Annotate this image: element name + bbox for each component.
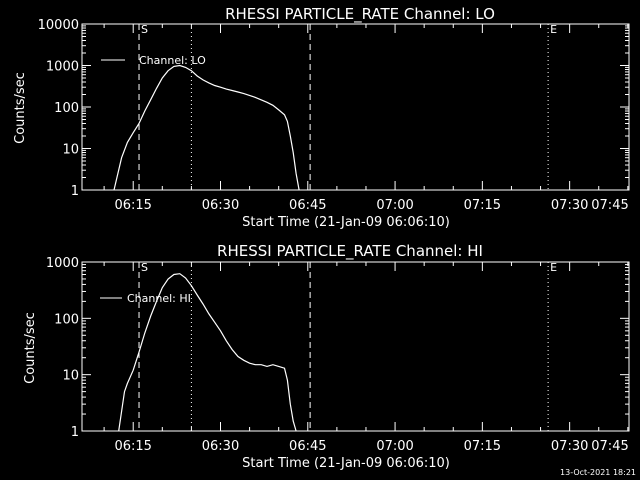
panel-lo-ytick-label: 100 xyxy=(54,101,79,116)
panel-lo: RHESSI PARTICLE_RATE Channel: LO Start T… xyxy=(13,5,630,230)
footer-timestamp: 13-Oct-2021 18:21 xyxy=(560,468,636,477)
panel-lo-xtick-label: 06:45 xyxy=(289,198,326,213)
panel-lo-frame xyxy=(81,23,630,191)
panel-lo-ytick-label: 1000 xyxy=(46,60,79,75)
panel-hi-xtick-label: 07:15 xyxy=(464,439,501,454)
panel-hi: RHESSI PARTICLE_RATE Channel: HI Start T… xyxy=(23,242,630,471)
panel-lo-ytick-label: 1 xyxy=(71,184,79,199)
panel-lo-legend-label: Channel: LO xyxy=(139,54,206,67)
panel-lo-ytick-label: 10 xyxy=(62,143,79,158)
panel-lo-xtick-label: 06:15 xyxy=(114,198,151,213)
panel-hi-marker-label: E xyxy=(550,261,557,274)
panel-hi-xtick-label: 06:45 xyxy=(289,439,326,454)
panel-hi-title: RHESSI PARTICLE_RATE Channel: HI xyxy=(217,242,483,261)
panel-hi-ytick-label: 10 xyxy=(62,369,79,384)
panel-lo-xlabel: Start Time (21-Jan-09 06:06:10) xyxy=(242,215,450,230)
panel-hi-ytick-label: 100 xyxy=(54,312,79,327)
panel-hi-ytick-label: 1 xyxy=(71,425,79,440)
panel-hi-frame xyxy=(81,261,630,432)
panel-hi-ylabel: Counts/sec xyxy=(23,312,38,384)
panel-hi-marker-label: S xyxy=(141,261,148,274)
panel-lo-ytick-label: 10000 xyxy=(38,18,79,33)
panel-lo-xtick-label: 07:00 xyxy=(376,198,413,213)
panel-hi-xtick-label: 06:15 xyxy=(114,439,151,454)
panel-lo-xtick-label: 07:30 xyxy=(551,198,588,213)
panel-hi-xtick-label: 07:45 xyxy=(591,439,628,454)
panel-hi-legend-label: Channel: HI xyxy=(127,292,191,305)
panel-lo-ylabel: Counts/sec xyxy=(13,72,28,144)
panel-lo-marker-label: E xyxy=(550,23,557,36)
panel-lo-xtick-label: 07:15 xyxy=(464,198,501,213)
panel-hi-xtick-label: 07:30 xyxy=(551,439,588,454)
panel-hi-ytick-label: 1000 xyxy=(46,256,79,271)
panel-hi-xtick-label: 06:30 xyxy=(202,439,239,454)
panel-lo-xtick-label: 07:45 xyxy=(591,198,628,213)
panel-lo-xtick-label: 06:30 xyxy=(202,198,239,213)
panel-hi-xtick-label: 07:00 xyxy=(376,439,413,454)
panel-hi-xlabel: Start Time (21-Jan-09 06:06:10) xyxy=(242,456,450,471)
panel-lo-marker-label: S xyxy=(141,23,148,36)
panel-lo-series-line xyxy=(113,64,300,191)
panel-lo-title: RHESSI PARTICLE_RATE Channel: LO xyxy=(225,5,495,24)
panel-hi-series-line xyxy=(118,273,297,432)
